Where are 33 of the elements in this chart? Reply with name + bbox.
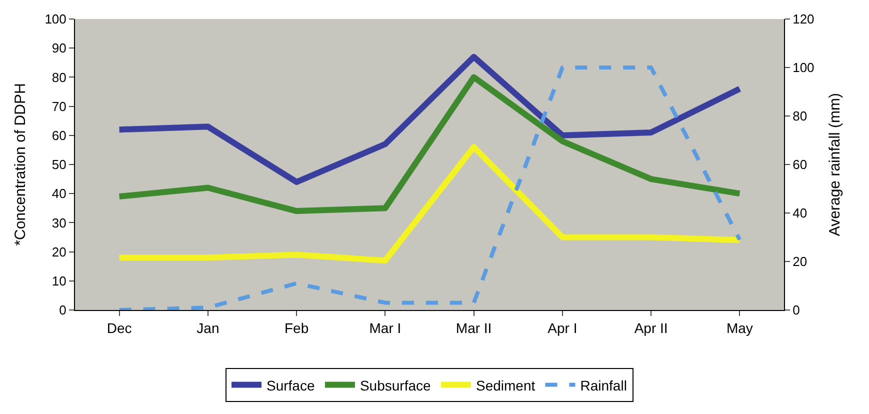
legend-label: Subsurface — [360, 377, 431, 394]
y-tick-label: 30 — [52, 215, 66, 230]
y-tick-label: 40 — [52, 186, 66, 202]
y-tick-label: 50 — [52, 157, 66, 172]
x-tick-label: Mar II — [456, 320, 492, 336]
y-tick-label: 60 — [52, 128, 66, 143]
legend-label: Rainfall — [580, 377, 627, 394]
legend-label: Sediment — [476, 377, 536, 394]
x-tick-label: May — [726, 320, 753, 336]
y-axis-title: *Concentration of DDPH — [12, 83, 29, 246]
x-tick-label: Apr I — [548, 320, 578, 336]
y2-tick-label: 120 — [792, 12, 814, 27]
y-tick-label: 20 — [52, 244, 66, 260]
y2-axis-title: Average rainfall (mm) — [826, 92, 844, 236]
line-series — [117, 66, 742, 310]
x-tick-label: Mar I — [369, 320, 402, 336]
y-tick-label: 100 — [44, 12, 66, 27]
y2-tick-label: 20 — [792, 254, 808, 270]
y-tick-label: 10 — [52, 273, 66, 288]
y2-tick-label: 60 — [792, 157, 808, 172]
y2-tick-label: 0 — [792, 302, 800, 318]
y2-tick-label: 100 — [792, 60, 814, 76]
y-tick-label: 0 — [59, 302, 66, 318]
y-tick-label: 70 — [52, 98, 66, 114]
x-tick-label: Apr II — [634, 320, 668, 336]
y2-tick-label: 40 — [792, 206, 808, 221]
y-tick-label: 80 — [52, 70, 66, 85]
legend-label: Surface — [266, 377, 315, 394]
y-tick-label: 90 — [52, 40, 66, 56]
y2-tick-label: 80 — [792, 108, 808, 124]
x-tick-label: Jan — [196, 320, 220, 336]
x-tick-label: Feb — [284, 320, 309, 336]
x-tick-label: Dec — [106, 320, 132, 336]
